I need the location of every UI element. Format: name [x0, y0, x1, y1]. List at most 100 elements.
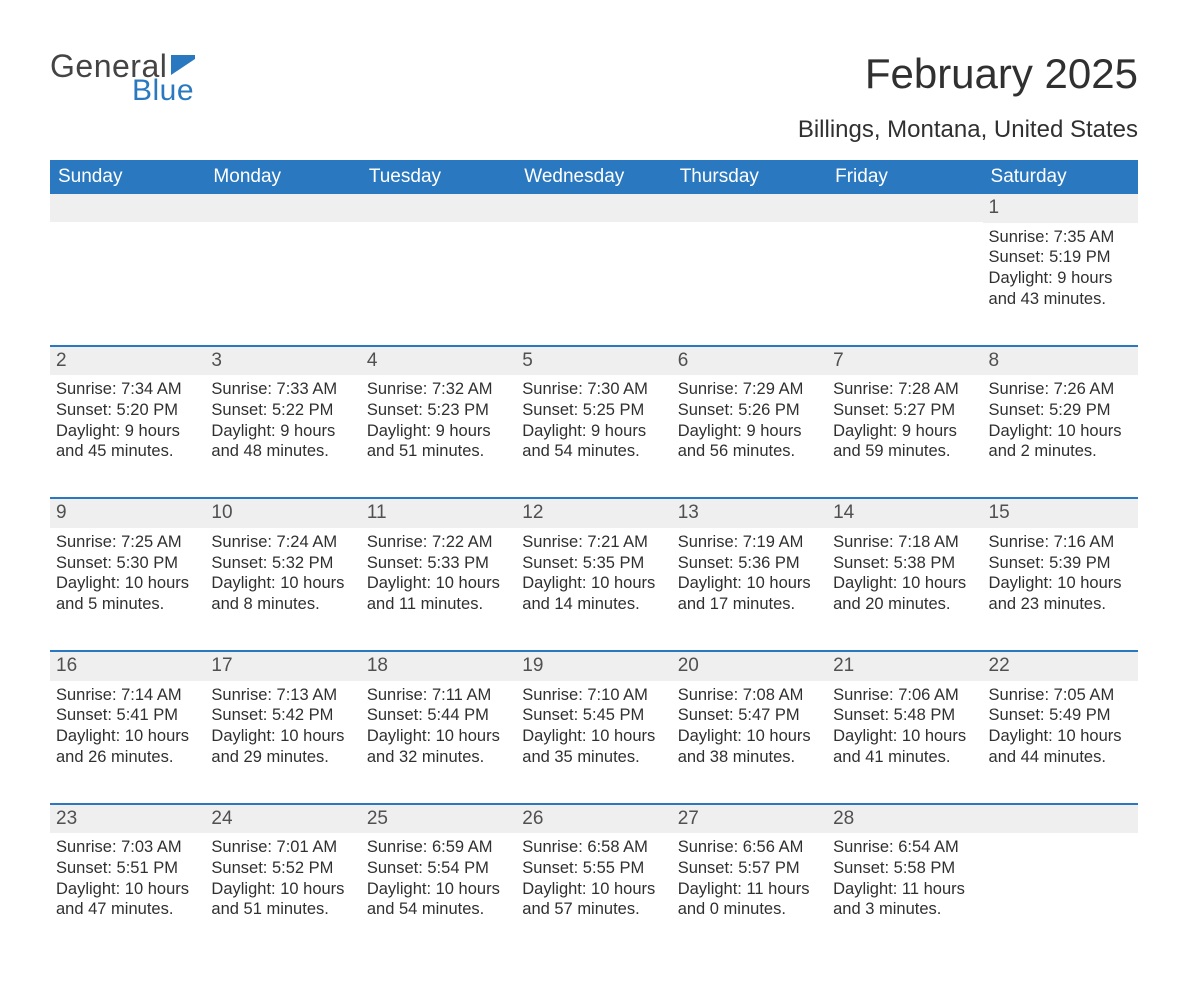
calendar-day-cell: 27Sunrise: 6:56 AMSunset: 5:57 PMDayligh…	[672, 804, 827, 956]
sunrise-text: Sunrise: 7:32 AM	[367, 379, 510, 400]
calendar-day-cell: 25Sunrise: 6:59 AMSunset: 5:54 PMDayligh…	[361, 804, 516, 956]
day-number: 6	[672, 347, 827, 376]
daylight-text: Daylight: 10 hours and 2 minutes.	[989, 421, 1132, 462]
day-details: Sunrise: 7:18 AMSunset: 5:38 PMDaylight:…	[827, 528, 982, 650]
day-details: Sunrise: 7:24 AMSunset: 5:32 PMDaylight:…	[205, 528, 360, 650]
day-number: 23	[50, 805, 205, 834]
calendar-day-cell: 23Sunrise: 7:03 AMSunset: 5:51 PMDayligh…	[50, 804, 205, 956]
day-number: 7	[827, 347, 982, 376]
daylight-text: Daylight: 10 hours and 32 minutes.	[367, 726, 510, 767]
day-details: Sunrise: 7:14 AMSunset: 5:41 PMDaylight:…	[50, 681, 205, 803]
day-details: Sunrise: 7:16 AMSunset: 5:39 PMDaylight:…	[983, 528, 1138, 650]
daylight-text: Daylight: 10 hours and 23 minutes.	[989, 573, 1132, 614]
day-details: Sunrise: 7:22 AMSunset: 5:33 PMDaylight:…	[361, 528, 516, 650]
day-details: Sunrise: 7:01 AMSunset: 5:52 PMDaylight:…	[205, 833, 360, 955]
daylight-text: Daylight: 9 hours and 51 minutes.	[367, 421, 510, 462]
sunrise-text: Sunrise: 7:22 AM	[367, 532, 510, 553]
sunrise-text: Sunrise: 7:14 AM	[56, 685, 199, 706]
day-details	[827, 222, 982, 344]
sunrise-text: Sunrise: 7:16 AM	[989, 532, 1132, 553]
calendar-day-cell: 24Sunrise: 7:01 AMSunset: 5:52 PMDayligh…	[205, 804, 360, 956]
calendar-day-cell: 20Sunrise: 7:08 AMSunset: 5:47 PMDayligh…	[672, 651, 827, 804]
sunrise-text: Sunrise: 7:11 AM	[367, 685, 510, 706]
daylight-text: Daylight: 11 hours and 0 minutes.	[678, 879, 821, 920]
sunset-text: Sunset: 5:54 PM	[367, 858, 510, 879]
calendar-week-row: 16Sunrise: 7:14 AMSunset: 5:41 PMDayligh…	[50, 651, 1138, 804]
sunset-text: Sunset: 5:33 PM	[367, 553, 510, 574]
day-number: 24	[205, 805, 360, 834]
daylight-text: Daylight: 10 hours and 14 minutes.	[522, 573, 665, 614]
sunrise-text: Sunrise: 7:06 AM	[833, 685, 976, 706]
daylight-text: Daylight: 9 hours and 54 minutes.	[522, 421, 665, 462]
brand-logo: General Blue	[50, 50, 199, 106]
day-number: 17	[205, 652, 360, 681]
calendar-day-cell	[205, 194, 360, 346]
daylight-text: Daylight: 9 hours and 45 minutes.	[56, 421, 199, 462]
calendar-day-cell: 4Sunrise: 7:32 AMSunset: 5:23 PMDaylight…	[361, 346, 516, 499]
day-number	[827, 194, 982, 222]
daylight-text: Daylight: 10 hours and 17 minutes.	[678, 573, 821, 614]
day-number	[50, 194, 205, 222]
daylight-text: Daylight: 10 hours and 51 minutes.	[211, 879, 354, 920]
sunset-text: Sunset: 5:41 PM	[56, 705, 199, 726]
day-number: 15	[983, 499, 1138, 528]
day-details: Sunrise: 7:05 AMSunset: 5:49 PMDaylight:…	[983, 681, 1138, 803]
sunset-text: Sunset: 5:51 PM	[56, 858, 199, 879]
sunset-text: Sunset: 5:36 PM	[678, 553, 821, 574]
sunrise-text: Sunrise: 7:08 AM	[678, 685, 821, 706]
calendar-day-cell: 19Sunrise: 7:10 AMSunset: 5:45 PMDayligh…	[516, 651, 671, 804]
weekday-header: Tuesday	[361, 160, 516, 194]
calendar-day-cell	[827, 194, 982, 346]
calendar-week-row: 1Sunrise: 7:35 AMSunset: 5:19 PMDaylight…	[50, 194, 1138, 346]
day-details: Sunrise: 7:26 AMSunset: 5:29 PMDaylight:…	[983, 375, 1138, 497]
daylight-text: Daylight: 9 hours and 43 minutes.	[989, 268, 1132, 309]
day-number: 13	[672, 499, 827, 528]
weekday-header: Monday	[205, 160, 360, 194]
sunrise-text: Sunrise: 6:59 AM	[367, 837, 510, 858]
day-details: Sunrise: 7:13 AMSunset: 5:42 PMDaylight:…	[205, 681, 360, 803]
calendar-day-cell: 17Sunrise: 7:13 AMSunset: 5:42 PMDayligh…	[205, 651, 360, 804]
day-number: 5	[516, 347, 671, 376]
calendar-day-cell: 3Sunrise: 7:33 AMSunset: 5:22 PMDaylight…	[205, 346, 360, 499]
calendar-day-cell: 9Sunrise: 7:25 AMSunset: 5:30 PMDaylight…	[50, 498, 205, 651]
day-details: Sunrise: 6:58 AMSunset: 5:55 PMDaylight:…	[516, 833, 671, 955]
day-details: Sunrise: 7:10 AMSunset: 5:45 PMDaylight:…	[516, 681, 671, 803]
calendar-day-cell: 6Sunrise: 7:29 AMSunset: 5:26 PMDaylight…	[672, 346, 827, 499]
sunrise-text: Sunrise: 7:19 AM	[678, 532, 821, 553]
calendar-day-cell: 26Sunrise: 6:58 AMSunset: 5:55 PMDayligh…	[516, 804, 671, 956]
calendar-body: 1Sunrise: 7:35 AMSunset: 5:19 PMDaylight…	[50, 194, 1138, 955]
day-details: Sunrise: 7:08 AMSunset: 5:47 PMDaylight:…	[672, 681, 827, 803]
sunset-text: Sunset: 5:49 PM	[989, 705, 1132, 726]
sunrise-text: Sunrise: 6:54 AM	[833, 837, 976, 858]
day-number: 20	[672, 652, 827, 681]
day-details	[205, 222, 360, 344]
header-row: General Blue February 2025 Billings, Mon…	[50, 50, 1138, 156]
day-details: Sunrise: 7:34 AMSunset: 5:20 PMDaylight:…	[50, 375, 205, 497]
day-number	[361, 194, 516, 222]
sunset-text: Sunset: 5:22 PM	[211, 400, 354, 421]
brand-word2: Blue	[132, 76, 194, 106]
day-number: 18	[361, 652, 516, 681]
day-details: Sunrise: 7:28 AMSunset: 5:27 PMDaylight:…	[827, 375, 982, 497]
daylight-text: Daylight: 10 hours and 57 minutes.	[522, 879, 665, 920]
day-number	[983, 805, 1138, 833]
daylight-text: Daylight: 10 hours and 54 minutes.	[367, 879, 510, 920]
sunset-text: Sunset: 5:19 PM	[989, 247, 1132, 268]
day-number	[205, 194, 360, 222]
calendar-day-cell: 5Sunrise: 7:30 AMSunset: 5:25 PMDaylight…	[516, 346, 671, 499]
day-details: Sunrise: 7:25 AMSunset: 5:30 PMDaylight:…	[50, 528, 205, 650]
day-number: 26	[516, 805, 671, 834]
calendar-day-cell: 16Sunrise: 7:14 AMSunset: 5:41 PMDayligh…	[50, 651, 205, 804]
sunrise-text: Sunrise: 7:03 AM	[56, 837, 199, 858]
day-details: Sunrise: 7:30 AMSunset: 5:25 PMDaylight:…	[516, 375, 671, 497]
sunset-text: Sunset: 5:25 PM	[522, 400, 665, 421]
calendar-day-cell	[361, 194, 516, 346]
sunrise-text: Sunrise: 7:18 AM	[833, 532, 976, 553]
sunrise-text: Sunrise: 7:35 AM	[989, 227, 1132, 248]
sunrise-text: Sunrise: 7:05 AM	[989, 685, 1132, 706]
daylight-text: Daylight: 10 hours and 38 minutes.	[678, 726, 821, 767]
sunset-text: Sunset: 5:55 PM	[522, 858, 665, 879]
calendar-day-cell	[516, 194, 671, 346]
sunset-text: Sunset: 5:38 PM	[833, 553, 976, 574]
calendar-week-row: 9Sunrise: 7:25 AMSunset: 5:30 PMDaylight…	[50, 498, 1138, 651]
